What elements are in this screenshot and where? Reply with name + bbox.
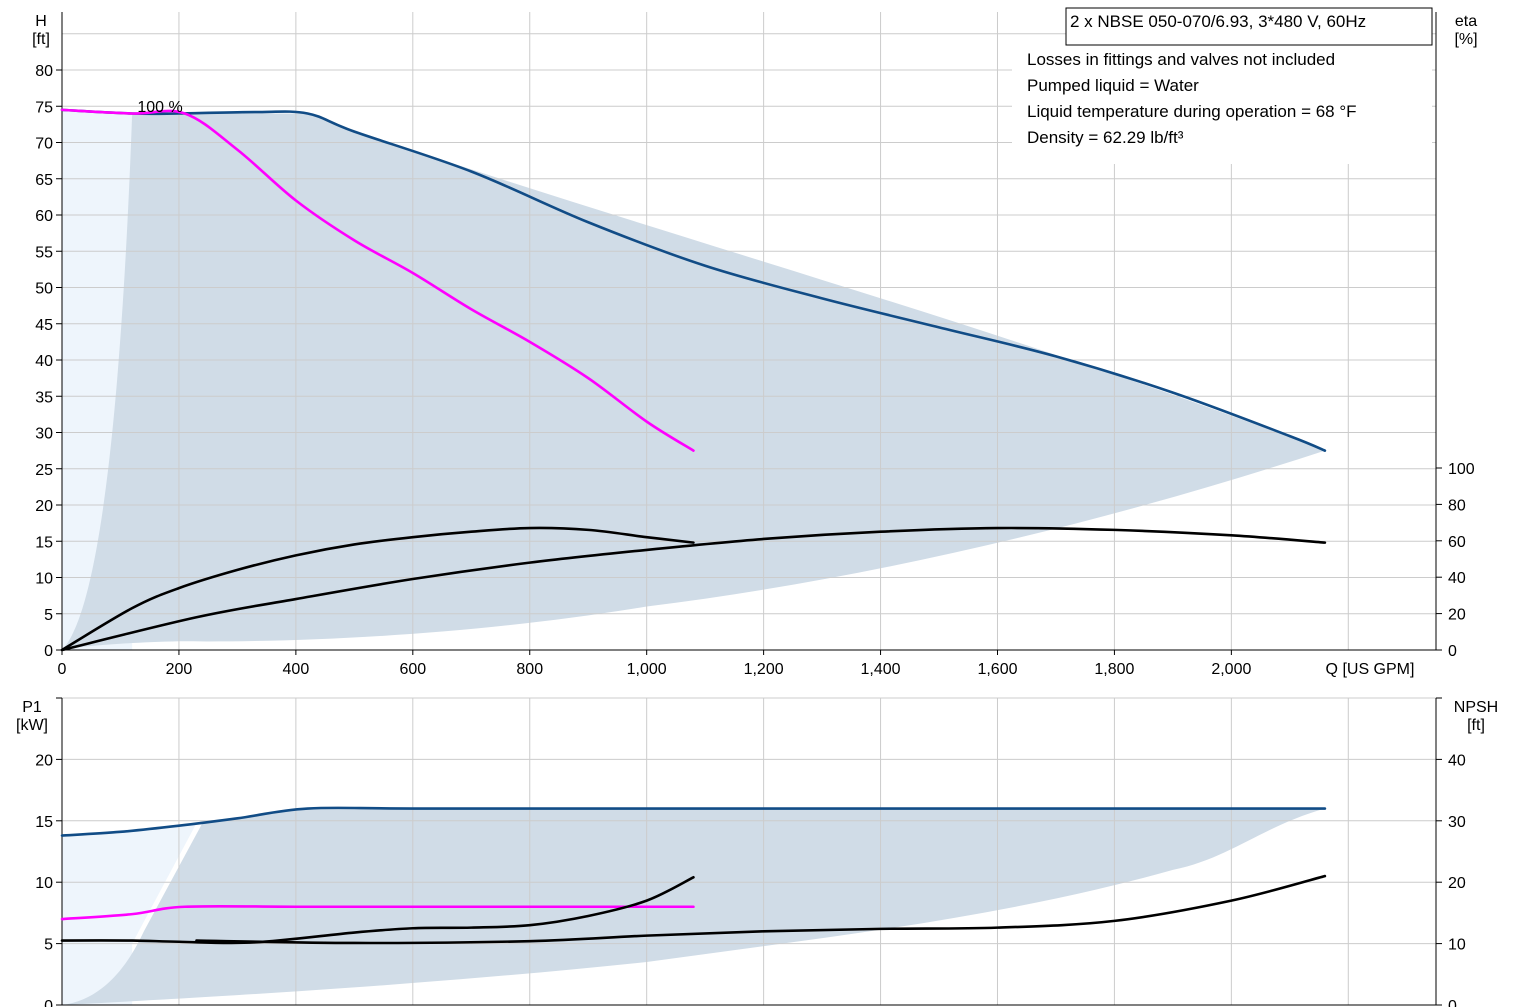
x-tick-label: 0 xyxy=(58,661,67,678)
axis-labels: H [ft] eta [%] Q [US GPM] 100 % P1 [kW] … xyxy=(16,13,1498,1007)
x-tick-label: 1,200 xyxy=(744,661,784,678)
axes xyxy=(56,12,1442,1006)
lower-right-tick-label: 40 xyxy=(1448,752,1466,769)
x-tick-label: 1,600 xyxy=(977,661,1017,678)
model-title: 2 x NBSE 050-070/6.93, 3*480 V, 60Hz xyxy=(1070,12,1366,31)
x-tick-label: 1,000 xyxy=(627,661,667,678)
upper-left-tick-label: 70 xyxy=(35,136,53,153)
upper-series-1 xyxy=(60,108,695,452)
note-fittings: Losses in fittings and valves not includ… xyxy=(1027,50,1335,69)
info-panel-bg xyxy=(1012,152,1432,164)
model-title-box xyxy=(1065,7,1433,46)
upper-left-tick-label: 40 xyxy=(35,353,53,370)
upper-series-0 xyxy=(60,108,1327,452)
lower-right-axis-title: NPSH xyxy=(1454,699,1498,716)
upper-left-tick-label: 35 xyxy=(35,389,53,406)
upper-left-axis-title: H xyxy=(35,13,47,30)
lower-right-tick-label: 30 xyxy=(1448,814,1466,831)
upper-right-axis-unit: [%] xyxy=(1454,31,1477,48)
upper-right-tick-label: 60 xyxy=(1448,534,1466,551)
x-tick-label: 600 xyxy=(399,661,426,678)
lower-left-tick-label: 5 xyxy=(44,937,53,954)
lower-right-tick-label: 10 xyxy=(1448,937,1466,954)
lower-series-1 xyxy=(60,904,695,921)
lower-right-tick-label: 20 xyxy=(1448,875,1466,892)
info-panel: 2 x NBSE 050-070/6.93, 3*480 V, 60Hz Los… xyxy=(1012,7,1433,164)
upper-left-tick-label: 25 xyxy=(35,462,53,479)
upper-right-tick-label: 80 xyxy=(1448,497,1466,514)
note-density: Density = 62.29 lb/ft³ xyxy=(1027,128,1184,147)
lower-series-0 xyxy=(60,806,1327,837)
lower-left-tick-label: 15 xyxy=(35,814,53,831)
upper-envelope-dark xyxy=(62,113,1325,650)
info-panel-bg-main xyxy=(1012,44,1432,154)
x-tick-label: 1,400 xyxy=(861,661,901,678)
upper-left-tick-label: 20 xyxy=(35,498,53,515)
lower-series-2 xyxy=(60,875,695,945)
upper-left-tick-label: 65 xyxy=(35,172,53,189)
note-temperature: Liquid temperature during operation = 68… xyxy=(1027,102,1357,121)
data-series xyxy=(60,108,1327,945)
note-liquid: Pumped liquid = Water xyxy=(1027,76,1199,95)
upper-left-tick-label: 10 xyxy=(35,571,53,588)
upper-left-tick-label: 15 xyxy=(35,534,53,551)
upper-left-tick-label: 55 xyxy=(35,244,53,261)
lower-left-tick-label: 20 xyxy=(35,752,53,769)
lower-left-axis-unit: [kW] xyxy=(16,717,48,734)
lower-series-3 xyxy=(195,874,1327,945)
x-tick-label: 800 xyxy=(516,661,543,678)
lower-left-tick-label: 0 xyxy=(44,998,53,1007)
upper-right-tick-label: 0 xyxy=(1448,643,1457,660)
x-axis-label: Q [US GPM] xyxy=(1326,661,1415,678)
upper-series-2 xyxy=(60,526,695,652)
upper-right-axis-title: eta xyxy=(1455,13,1477,30)
x-tick-label: 1,800 xyxy=(1094,661,1134,678)
lower-left-tick-label: 10 xyxy=(35,875,53,892)
upper-right-tick-label: 100 xyxy=(1448,461,1475,478)
operating-envelope xyxy=(62,109,1325,1005)
upper-right-tick-label: 20 xyxy=(1448,607,1466,624)
upper-left-tick-label: 75 xyxy=(35,99,53,116)
upper-left-tick-label: 60 xyxy=(35,208,53,225)
lower-left-axis-title: P1 xyxy=(22,699,42,716)
upper-left-tick-label: 5 xyxy=(44,607,53,624)
x-tick-label: 2,000 xyxy=(1211,661,1251,678)
upper-left-tick-label: 30 xyxy=(35,426,53,443)
upper-left-axis-unit: [ft] xyxy=(32,31,50,48)
lower-right-tick-label: 0 xyxy=(1448,998,1457,1007)
x-tick-label: 200 xyxy=(166,661,193,678)
lower-right-axis-unit: [ft] xyxy=(1467,717,1485,734)
upper-right-tick-label: 40 xyxy=(1448,570,1466,587)
upper-left-tick-label: 45 xyxy=(35,317,53,334)
upper-left-tick-label: 0 xyxy=(44,643,53,660)
curve-annotation: 100 % xyxy=(137,99,182,116)
upper-left-tick-label: 80 xyxy=(35,63,53,80)
x-tick-label: 400 xyxy=(283,661,310,678)
upper-left-tick-label: 50 xyxy=(35,281,53,298)
upper-series-3 xyxy=(60,526,1327,652)
